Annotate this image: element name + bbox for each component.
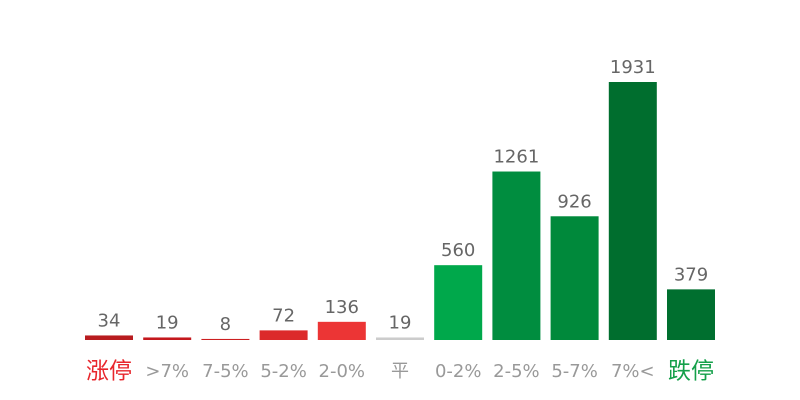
category-label: 平 [391, 361, 409, 382]
bar [492, 171, 541, 340]
bar [143, 337, 192, 340]
category-label: 跌停 [668, 359, 714, 385]
value-label: 1931 [610, 57, 656, 78]
bar [259, 330, 308, 340]
bar [550, 216, 599, 340]
category-label: 5-2% [260, 361, 307, 382]
category-label: 0-2% [435, 361, 482, 382]
category-label: 2-0% [319, 361, 366, 382]
bar [85, 335, 133, 340]
value-label: 34 [98, 310, 121, 331]
value-label: 1261 [493, 147, 539, 168]
category-label: 涨停 [86, 359, 132, 385]
value-label: 72 [272, 305, 295, 326]
value-label: 8 [220, 314, 231, 335]
value-label: 926 [557, 191, 591, 212]
category-label: 5-7% [551, 361, 598, 382]
category-label: >7% [145, 361, 189, 382]
bar [376, 337, 424, 340]
bar [317, 321, 366, 340]
bar [434, 265, 483, 340]
value-label: 136 [325, 297, 359, 318]
category-label: 2-5% [493, 361, 540, 382]
value-label: 379 [674, 264, 708, 285]
value-label: 19 [389, 312, 412, 333]
value-label: 560 [441, 240, 475, 261]
bar [667, 289, 715, 340]
category-label: 7%< [611, 361, 655, 382]
category-label: 7-5% [202, 361, 249, 382]
bar [608, 82, 657, 340]
value-label: 19 [156, 312, 179, 333]
bar [201, 338, 250, 340]
